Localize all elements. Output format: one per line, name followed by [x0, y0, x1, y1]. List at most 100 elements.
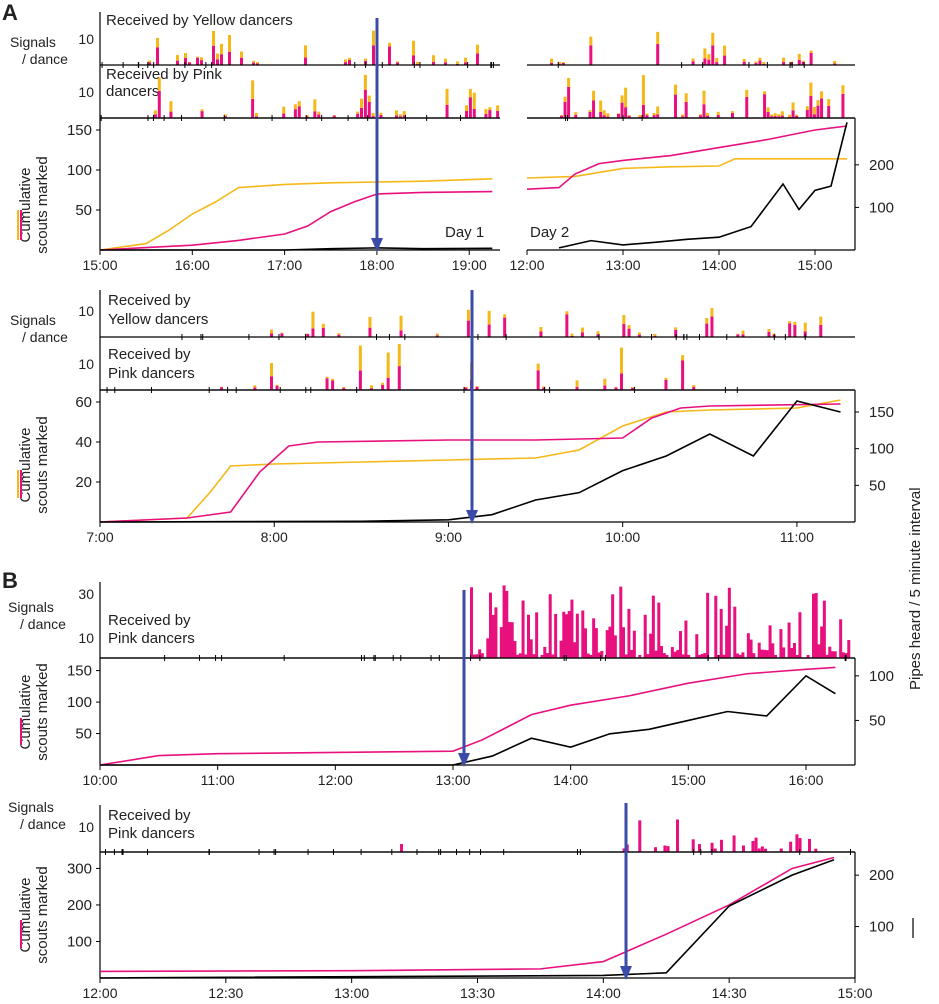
start-arrow-head — [466, 510, 478, 524]
signal-bar — [638, 114, 642, 117]
signal-bar — [200, 57, 203, 61]
signal-bar — [666, 846, 670, 852]
signal-bar — [153, 110, 157, 115]
signal-bar — [788, 323, 792, 337]
signal-bar — [200, 111, 204, 118]
signal-bar — [779, 848, 783, 852]
signal-bar — [565, 614, 568, 658]
signal-bar — [270, 376, 273, 390]
cumulative-ylabel: Cumulative — [17, 167, 34, 242]
signal-bar — [795, 654, 799, 658]
signal-bar — [681, 654, 685, 658]
signal-bar — [713, 848, 717, 852]
signal-bar — [649, 633, 653, 658]
signal-bar — [567, 86, 571, 118]
signal-bar — [468, 97, 472, 118]
x-tick-label: 13:30 — [460, 985, 495, 1001]
x-tick-label: 11:00 — [201, 772, 235, 788]
signal-bar — [602, 110, 606, 116]
signal-bar — [788, 321, 792, 324]
x-tick-label: 14:00 — [701, 257, 736, 273]
x-tick-label: 13:00 — [334, 985, 369, 1001]
y-right-tick-label: 200 — [869, 867, 894, 884]
signal-bar — [681, 114, 685, 117]
signal-bar — [707, 59, 711, 65]
signal-bar — [412, 55, 415, 65]
signal-bar — [705, 323, 709, 337]
received-pink-label: Received by — [108, 807, 191, 824]
signal-bar — [305, 116, 309, 118]
signal-bar — [475, 386, 479, 388]
signal-bar — [827, 105, 831, 118]
signal-bar — [317, 114, 321, 118]
signal-bar — [542, 386, 546, 388]
signal-bar — [711, 45, 715, 65]
signal-bar — [581, 610, 585, 658]
signal-bar — [388, 42, 391, 47]
signal-bar — [692, 386, 696, 390]
signal-bar — [638, 820, 642, 852]
signal-bar — [773, 116, 777, 118]
signal-bar — [614, 387, 618, 390]
x-tick-label: 13:00 — [605, 257, 640, 273]
signal-bar — [176, 60, 179, 65]
signal-bar — [184, 57, 187, 65]
signal-bar — [703, 58, 707, 65]
signal-bar — [679, 631, 682, 658]
signal-bar — [153, 114, 157, 118]
y-tick-label: 150 — [67, 122, 92, 139]
signal-bar — [766, 112, 770, 118]
signal-bar — [212, 31, 215, 46]
signals-tick-label: 10 — [78, 303, 94, 319]
signal-bar — [656, 44, 660, 65]
signal-bar — [742, 61, 746, 65]
signal-bar — [736, 653, 739, 658]
signal-bar — [169, 101, 173, 112]
signal-bar — [540, 654, 544, 658]
signal-bar — [819, 316, 823, 325]
signal-bar — [550, 58, 553, 63]
signal-bar — [358, 370, 362, 390]
signal-bar — [812, 593, 815, 658]
x-tick-label: 15:00 — [671, 772, 706, 788]
panel-b2: 100 200 300 100 200 12:00 12:30 13:00 13:30 14:00… — [8, 799, 894, 1001]
signal-bar — [476, 53, 479, 65]
signal-bar — [503, 317, 507, 337]
signal-bar — [435, 335, 439, 337]
signal-bar — [816, 105, 820, 118]
signal-bar — [220, 387, 223, 390]
signal-bar — [770, 116, 774, 118]
series-line — [99, 858, 835, 979]
signal-bar — [702, 90, 706, 105]
signal-bar — [253, 387, 257, 390]
signal-bar — [645, 113, 649, 116]
signals-ylabel: / dance — [20, 616, 66, 632]
signal-bar — [293, 104, 297, 110]
signal-bar — [444, 62, 447, 65]
signal-bar — [819, 324, 823, 337]
signal-bar — [790, 647, 794, 658]
signal-bar — [684, 101, 688, 118]
signal-bar — [563, 101, 567, 118]
signal-bar — [656, 31, 660, 45]
signal-bar — [223, 114, 227, 117]
signal-bar — [736, 334, 740, 337]
signal-bar — [684, 93, 688, 102]
signal-bar — [381, 382, 385, 385]
x-tick-label: 12:30 — [208, 985, 243, 1001]
signal-bar — [356, 111, 360, 114]
signal-bar — [372, 45, 375, 65]
signal-bar — [311, 328, 315, 337]
signal-bar — [805, 110, 809, 118]
signal-bar — [692, 384, 696, 387]
signal-bar — [344, 62, 347, 65]
signal-bar — [344, 59, 347, 63]
signal-bar — [388, 46, 391, 65]
signal-bar — [710, 316, 714, 337]
signal-bar — [156, 37, 159, 48]
signal-bar — [432, 55, 435, 62]
signal-bar — [611, 594, 615, 658]
signal-bar — [777, 116, 781, 118]
x-tick-label: 10:00 — [82, 772, 117, 788]
signal-bar — [637, 332, 641, 335]
